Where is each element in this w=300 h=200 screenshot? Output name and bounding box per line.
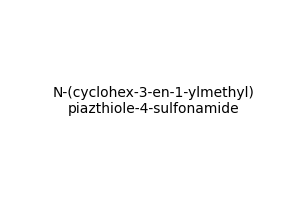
Text: N-(cyclohex-3-en-1-ylmethyl)
piazthiole-4-sulfonamide: N-(cyclohex-3-en-1-ylmethyl) piazthiole-… [53,86,255,116]
